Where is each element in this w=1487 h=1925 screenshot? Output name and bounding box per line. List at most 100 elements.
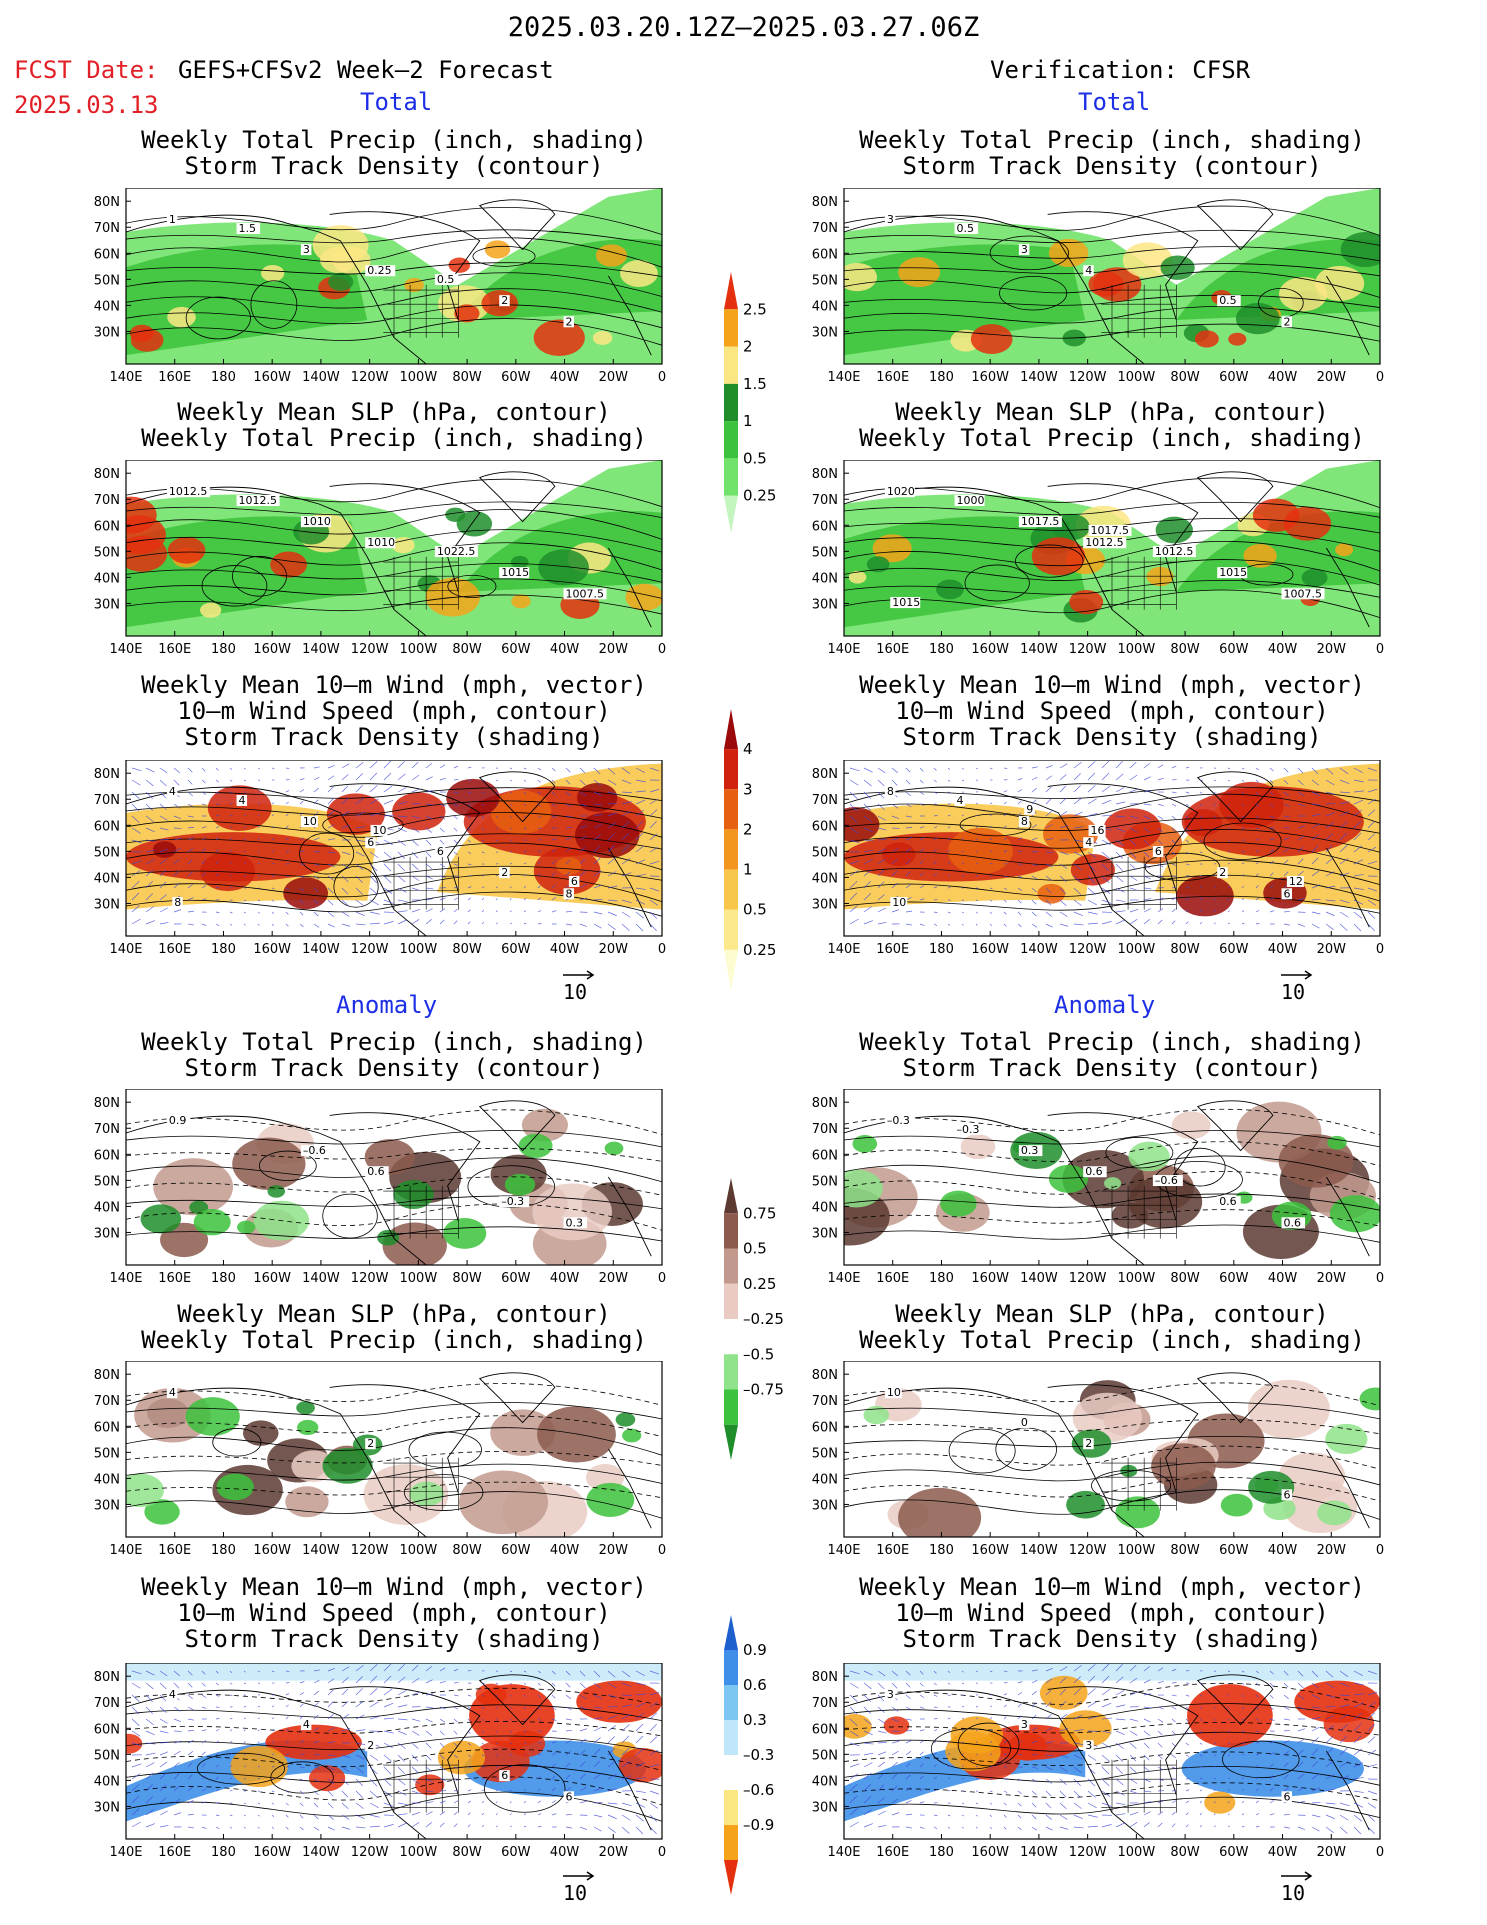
v3-lat-tick-label: 40N xyxy=(812,871,838,886)
p3-title-line-2: Storm Track Density (shading) xyxy=(184,723,604,751)
p2-lon-tick-label: 40W xyxy=(550,642,580,657)
v6-title-line-0: Weekly Mean 10–m Wind (mph, vector) xyxy=(859,1573,1365,1601)
p4-lon-tick-label: 40W xyxy=(550,1271,580,1286)
p5-lon-tick-label: 100W xyxy=(400,1543,438,1558)
v6-contour-label: 3 xyxy=(887,1688,894,1701)
v2-lat-tick-label: 30N xyxy=(812,597,838,612)
p4-lat-tick-label: 50N xyxy=(94,1174,120,1189)
p2-lat-tick-label: 30N xyxy=(94,597,120,612)
v1-title-line-1: Storm Track Density (contour) xyxy=(902,152,1322,180)
p3-lon-tick-label: 160E xyxy=(158,942,191,957)
precip-total-colorbar-label: 0.5 xyxy=(743,449,767,467)
v5-lon-tick-label: 180 xyxy=(929,1543,954,1558)
p3-title-line-0: Weekly Mean 10–m Wind (mph, vector) xyxy=(141,671,647,699)
p5-contour-label: 2 xyxy=(367,1437,374,1450)
p1-lon-tick-label: 120W xyxy=(351,370,389,385)
v3-lon-tick-label: 40W xyxy=(1268,942,1298,957)
p2-lon-tick-label: 20W xyxy=(599,642,629,657)
v4-map-panel: –0.3 0.6 0.6 0.3 0.6 –0.3 –0.6 80N 70N 60N 50N 40N 3… xyxy=(812,1089,1384,1286)
v3-lon-tick-label: 20W xyxy=(1317,942,1347,957)
v4-lat-tick-label: 40N xyxy=(812,1200,838,1215)
p4-lat-tick-label: 30N xyxy=(94,1226,120,1241)
p1-lat-tick-label: 60N xyxy=(94,247,120,262)
v1-lon-tick-label: 100W xyxy=(1118,370,1156,385)
p4-lat-tick-label: 70N xyxy=(94,1122,120,1137)
v1-lat-tick-label: 70N xyxy=(812,221,838,236)
p1-contour-label: 2 xyxy=(566,315,573,328)
p5-title-line-0: Weekly Mean SLP (hPa, contour) xyxy=(177,1300,611,1328)
precip-total-colorbar-label: 1 xyxy=(743,412,753,430)
v5-contour-label: 2 xyxy=(1085,1437,1092,1450)
precip-anom-colorbar-label: 0.25 xyxy=(743,1275,776,1293)
p1-title-line-1: Storm Track Density (contour) xyxy=(184,152,604,180)
p1-lat-tick-label: 40N xyxy=(94,299,120,314)
p4-map-panel: 0.9 0.6 0.3 –0.6 –0.3 80N 70N 60N 50N 40N 30N 140E 1… xyxy=(94,1089,666,1286)
v2-map-panel: 1020 1012.5 1007.5 1017.5 1015 1000 1012.5 1015… xyxy=(812,460,1384,657)
p6-lon-tick-label: 160W xyxy=(253,1845,291,1860)
v3-contour-label: 4 xyxy=(957,794,964,807)
p4-lon-tick-label: 60W xyxy=(501,1271,531,1286)
v6-lat-tick-label: 50N xyxy=(812,1748,838,1763)
v4-lon-tick-label: 160W xyxy=(971,1271,1009,1286)
v3-lon-tick-label: 140W xyxy=(1020,942,1058,957)
v1-lon-tick-label: 20W xyxy=(1317,370,1347,385)
precip-total-colorbar: 2.5 2 1.5 1 0.5 0.25 xyxy=(724,272,776,533)
p3-contour-label: 6 xyxy=(571,875,578,888)
p3-contour-label: 4 xyxy=(239,794,246,807)
p5-lat-tick-label: 80N xyxy=(94,1368,120,1383)
p4-lon-tick-label: 80W xyxy=(452,1271,482,1286)
storm-anom-colorbar-label: –0.6 xyxy=(743,1781,774,1799)
p4-lat-tick-label: 80N xyxy=(94,1096,120,1111)
v5-lon-tick-label: 160W xyxy=(971,1543,1009,1558)
p4-contour-label: 0.9 xyxy=(169,1114,187,1127)
v1-contour-label: 3 xyxy=(887,213,894,226)
p6-lon-tick-label: 140W xyxy=(302,1845,340,1860)
v5-contour-label: 6 xyxy=(1284,1488,1291,1501)
v2-contour-label: 1000 xyxy=(957,494,985,507)
precip-anom-colorbar-label: –0.5 xyxy=(743,1345,774,1363)
p6-contour-label: 6 xyxy=(566,1790,573,1803)
p5-lat-tick-label: 50N xyxy=(94,1446,120,1461)
section-total-left: Total xyxy=(360,88,433,116)
p5-map-panel: 4 2 80N 70N 60N 50N 40N 30N 140E 160E 180 160W 140W 1… xyxy=(94,1361,666,1558)
v3-contour-label: 16 xyxy=(1091,824,1105,837)
section-anomaly-left: Anomaly xyxy=(336,991,438,1019)
p6-lon-tick-label: 40W xyxy=(550,1845,580,1860)
v6-lon-tick-label: 160E xyxy=(876,1845,909,1860)
v5-lat-tick-label: 80N xyxy=(812,1368,838,1383)
p3-lon-tick-label: 20W xyxy=(599,942,629,957)
p5-lat-tick-label: 40N xyxy=(94,1472,120,1487)
v2-lat-tick-label: 50N xyxy=(812,545,838,560)
p2-lat-tick-label: 70N xyxy=(94,493,120,508)
p2-map-panel: 1012.5 1010 1007.5 1010 1015 1012.5 1022.5 80N 7… xyxy=(94,460,666,657)
v5-title-line-0: Weekly Mean SLP (hPa, contour) xyxy=(895,1300,1329,1328)
p2-contour-label: 1015 xyxy=(501,566,529,579)
v3-contour-label: 2 xyxy=(1219,866,1226,879)
v6-lat-tick-label: 60N xyxy=(812,1722,838,1737)
p6-lon-tick-label: 100W xyxy=(400,1845,438,1860)
v5-lon-tick-label: 60W xyxy=(1219,1543,1249,1558)
v4-lon-tick-label: 140W xyxy=(1020,1271,1058,1286)
v1-contour-label: 0.5 xyxy=(957,222,975,235)
p3-lon-tick-label: 60W xyxy=(501,942,531,957)
v2-lat-tick-label: 80N xyxy=(812,467,838,482)
p5-lon-tick-label: 140W xyxy=(302,1543,340,1558)
p6-lon-tick-label: 160E xyxy=(158,1845,191,1860)
v2-lon-tick-label: 80W xyxy=(1170,642,1200,657)
p6-lat-tick-label: 40N xyxy=(94,1774,120,1789)
v5-lon-tick-label: 140W xyxy=(1020,1543,1058,1558)
v6-lon-tick-label: 140E xyxy=(827,1845,860,1860)
v2-lon-tick-label: 60W xyxy=(1219,642,1249,657)
p3-lon-tick-label: 140E xyxy=(109,942,142,957)
v1-contour-label: 4 xyxy=(1085,264,1092,277)
p1-lon-tick-label: 0 xyxy=(658,370,666,385)
p2-lon-tick-label: 160E xyxy=(158,642,191,657)
precip-total-colorbar-label: 1.5 xyxy=(743,375,767,393)
v4-lat-tick-label: 30N xyxy=(812,1226,838,1241)
p3-lat-tick-label: 80N xyxy=(94,767,120,782)
v3-contour-label: 6 xyxy=(1155,845,1162,858)
v1-lon-tick-label: 60W xyxy=(1219,370,1249,385)
p1-map-panel: 1 0.25 2 3 2 1.5 0.5 80N 70N 60N 50N 40N 30N 140E 160E… xyxy=(94,188,666,385)
p3-lon-tick-label: 160W xyxy=(253,942,291,957)
v5-lon-tick-label: 20W xyxy=(1317,1543,1347,1558)
